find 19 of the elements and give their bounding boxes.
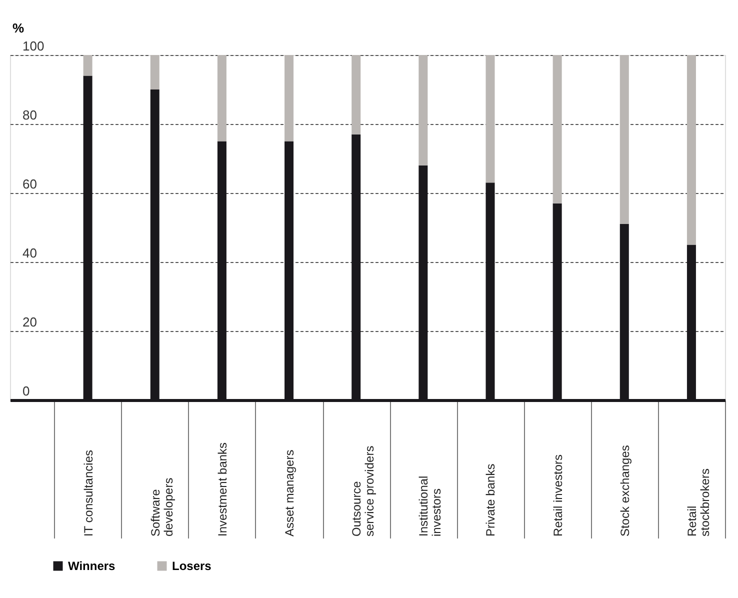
x-tick-label: Retail stockbrokers bbox=[684, 468, 712, 536]
x-tick-label: Investment banks bbox=[215, 442, 230, 536]
y-tick-label: 80 bbox=[22, 108, 37, 122]
y-tick-label: 0 bbox=[22, 384, 30, 398]
legend-label: Losers bbox=[172, 559, 212, 573]
x-tick-label: Software developers bbox=[148, 478, 176, 536]
y-tick-label: 60 bbox=[22, 176, 37, 192]
x-tick-label: Retail investors bbox=[550, 454, 565, 536]
x-tick-label: Asset managers bbox=[282, 450, 297, 536]
y-tick-label: 20 bbox=[22, 314, 37, 330]
y-axis-title: % bbox=[12, 20, 24, 36]
legend-label: Winners bbox=[68, 559, 116, 573]
x-tick-label: Outsource service providers bbox=[350, 446, 377, 536]
y-tick-label: 40 bbox=[22, 246, 37, 260]
x-tick-label: Stock exchanges bbox=[618, 445, 632, 536]
x-tick-label: Institutional investors bbox=[416, 476, 444, 536]
x-tick-label: Private banks bbox=[484, 464, 498, 536]
y-tick-label: 100 bbox=[22, 38, 44, 54]
x-tick-label: IT consultancies bbox=[81, 450, 96, 536]
